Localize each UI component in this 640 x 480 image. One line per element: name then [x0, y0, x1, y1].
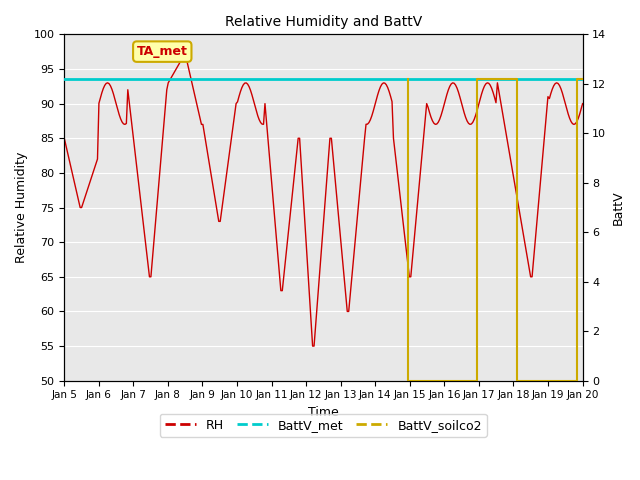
Y-axis label: BattV: BattV: [612, 190, 625, 225]
X-axis label: Time: Time: [308, 406, 339, 419]
Y-axis label: Relative Humidity: Relative Humidity: [15, 152, 28, 263]
Legend: RH, BattV_met, BattV_soilco2: RH, BattV_met, BattV_soilco2: [160, 414, 487, 437]
Text: TA_met: TA_met: [137, 45, 188, 58]
Title: Relative Humidity and BattV: Relative Humidity and BattV: [225, 15, 422, 29]
